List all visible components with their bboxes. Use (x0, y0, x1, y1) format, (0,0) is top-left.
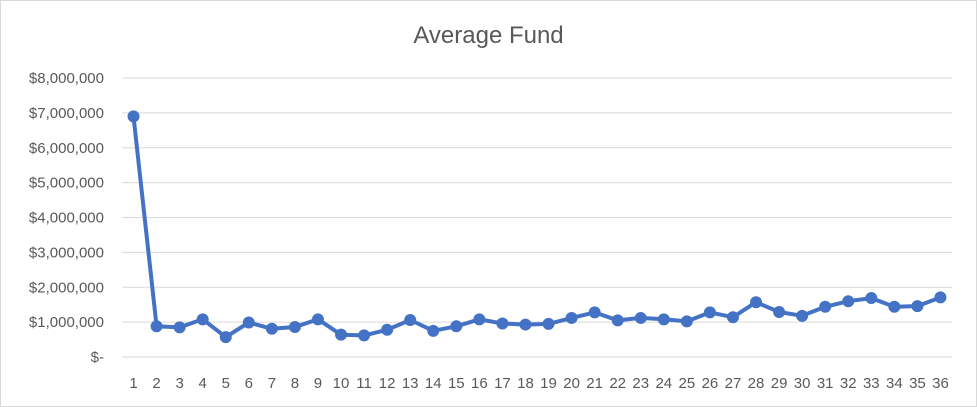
x-tick-label: 7 (268, 375, 276, 392)
data-point (935, 292, 946, 303)
y-tick-label: $1,000,000 (29, 314, 104, 331)
x-tick-label: 15 (448, 375, 465, 392)
x-tick-label: 27 (725, 375, 742, 392)
x-tick-label: 36 (932, 375, 949, 392)
gridlines (122, 78, 952, 357)
x-tick-label: 4 (199, 375, 207, 392)
x-tick-label: 5 (222, 375, 230, 392)
x-tick-label: 9 (314, 375, 322, 392)
y-tick-label: $6,000,000 (29, 140, 104, 157)
x-tick-label: 2 (152, 375, 160, 392)
x-tick-label: 26 (702, 375, 719, 392)
data-point (704, 307, 715, 318)
x-tick-label: 28 (748, 375, 765, 392)
data-point (912, 301, 923, 312)
x-tick-label: 16 (471, 375, 488, 392)
data-point (151, 321, 162, 332)
data-point (889, 301, 900, 312)
data-point (405, 315, 416, 326)
data-point (220, 332, 231, 343)
x-tick-label: 25 (679, 375, 696, 392)
x-tick-label: 17 (494, 375, 511, 392)
y-tick-label: $4,000,000 (29, 210, 104, 227)
data-point (566, 312, 577, 323)
x-tick-label: 6 (245, 375, 253, 392)
y-tick-label: $3,000,000 (29, 244, 104, 261)
x-tick-label: 22 (609, 375, 626, 392)
x-tick-label: 29 (771, 375, 788, 392)
y-axis-tick-labels: $- $1,000,000 $2,000,000 $3,000,000 $4,000,0… (29, 70, 104, 366)
series-line (134, 116, 941, 337)
data-point (635, 312, 646, 323)
x-tick-label: 19 (540, 375, 557, 392)
data-point (128, 111, 139, 122)
data-point (428, 325, 439, 336)
x-tick-label: 23 (632, 375, 649, 392)
data-point (751, 297, 762, 308)
data-point (543, 318, 554, 329)
x-tick-label: 35 (909, 375, 926, 392)
series-layer (128, 111, 946, 343)
data-point (820, 301, 831, 312)
data-point (658, 314, 669, 325)
data-point (589, 307, 600, 318)
data-point (843, 296, 854, 307)
data-point (451, 321, 462, 332)
x-tick-label: 14 (425, 375, 442, 392)
x-tick-label: 34 (886, 375, 903, 392)
x-tick-label: 10 (333, 375, 350, 392)
x-tick-label: 32 (840, 375, 857, 392)
x-tick-label: 18 (517, 375, 534, 392)
data-point (612, 315, 623, 326)
x-tick-label: 31 (817, 375, 834, 392)
x-tick-label: 24 (655, 375, 672, 392)
x-tick-label: 11 (356, 375, 372, 392)
data-point (174, 322, 185, 333)
x-tick-label: 1 (129, 375, 137, 392)
data-point (382, 324, 393, 335)
x-tick-label: 30 (794, 375, 811, 392)
data-point (774, 307, 785, 318)
data-point (866, 293, 877, 304)
data-point (727, 312, 738, 323)
y-tick-label: $8,000,000 (29, 70, 104, 87)
data-point (197, 314, 208, 325)
data-point (312, 314, 323, 325)
data-point (520, 319, 531, 330)
x-tick-label: 8 (291, 375, 299, 392)
data-point (359, 330, 370, 341)
data-point (497, 318, 508, 329)
x-tick-label: 3 (175, 375, 183, 392)
data-point (266, 323, 277, 334)
x-tick-label: 13 (402, 375, 419, 392)
x-tick-label: 21 (586, 375, 603, 392)
data-point (474, 314, 485, 325)
data-point (289, 322, 300, 333)
y-tick-label: $2,000,000 (29, 279, 104, 296)
y-tick-label: $7,000,000 (29, 105, 104, 122)
x-tick-label: 33 (863, 375, 880, 392)
x-axis-tick-labels: 1 2 3 4 5 6 7 8 9 10 11 12 13 14 15 16 17 18 19 20 21 22 23 24 2… (129, 375, 948, 392)
y-tick-label: $5,000,000 (29, 175, 104, 192)
x-tick-label: 20 (563, 375, 580, 392)
data-point (336, 329, 347, 340)
data-point (243, 317, 254, 328)
data-point (681, 316, 692, 327)
data-point (797, 310, 808, 321)
x-tick-label: 12 (379, 375, 396, 392)
y-tick-label: $- (91, 349, 104, 366)
